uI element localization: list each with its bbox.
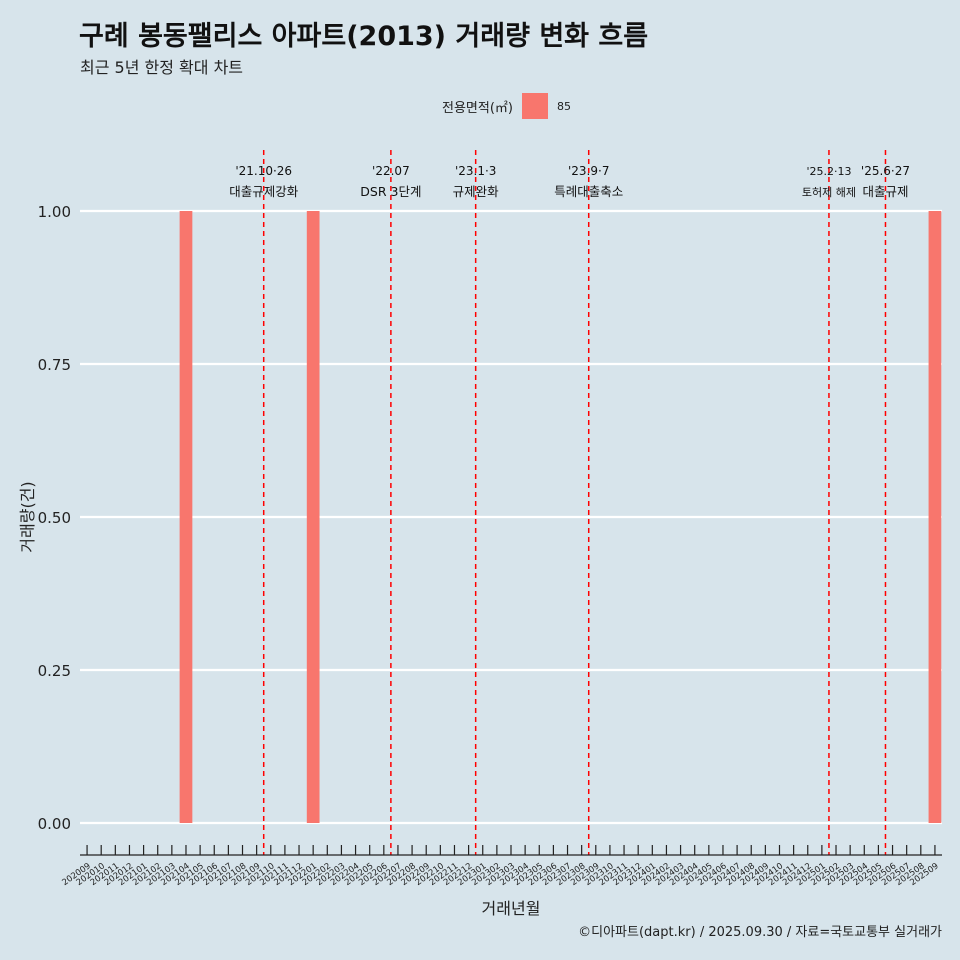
event-name-label: 대출규제강화 (229, 184, 299, 199)
legend-title: 전용면적(㎡) (442, 100, 513, 116)
y-axis-title: 거래량(건) (18, 481, 37, 552)
y-axis: 0.00 0.25 0.50 0.75 1.00 (38, 203, 71, 833)
event-date-label: '22.07 (372, 164, 410, 178)
event-name-label: DSR 3단계 (360, 184, 421, 199)
event-lines: '21.10·26 대출규제강화 '22.07 DSR 3단계 '23.1·3 규제완화 '… (229, 150, 910, 855)
y-tick-label: 1.00 (38, 203, 71, 221)
legend: 전용면적(㎡) 85 (442, 93, 571, 119)
event-name-label: 규제완화 (453, 184, 500, 199)
y-tick-label: 0.00 (38, 815, 71, 833)
bars (179, 211, 942, 823)
x-axis: 2020092020102020112020122021012021022021… (60, 845, 942, 888)
chart-caption: ©디아파트(dapt.kr) / 2025.09.30 / 자료=국토교통부 실… (578, 925, 942, 940)
event-date-label: '23.1·3 (455, 164, 496, 178)
legend-item-label: 85 (556, 99, 571, 113)
event-date-label: '21.10·26 (235, 164, 292, 178)
chart-title: 구례 봉동팰리스 아파트(2013) 거래량 변화 흐름 (79, 21, 649, 52)
event-name-label: 특례대출축소 (554, 184, 623, 199)
bar-202509 (928, 211, 942, 823)
event-name-label: 토허제 해제 (802, 185, 856, 199)
y-tick-label: 0.75 (38, 356, 71, 374)
event-date-label: '23.9·7 (568, 164, 609, 178)
event-date-label: '25.2·13 (806, 165, 851, 178)
gridlines (80, 209, 942, 825)
event-date-label: '25.6·27 (861, 164, 910, 178)
y-tick-label: 0.25 (38, 662, 71, 680)
x-axis-title: 거래년월 (482, 899, 541, 918)
bar-202201 (306, 211, 320, 823)
event-name-label: 대출규제 (862, 184, 908, 199)
chart-subtitle: 최근 5년 한정 확대 차트 (80, 58, 244, 77)
bar-202104 (179, 211, 193, 823)
y-tick-label: 0.50 (38, 509, 71, 527)
legend-swatch (521, 93, 548, 119)
